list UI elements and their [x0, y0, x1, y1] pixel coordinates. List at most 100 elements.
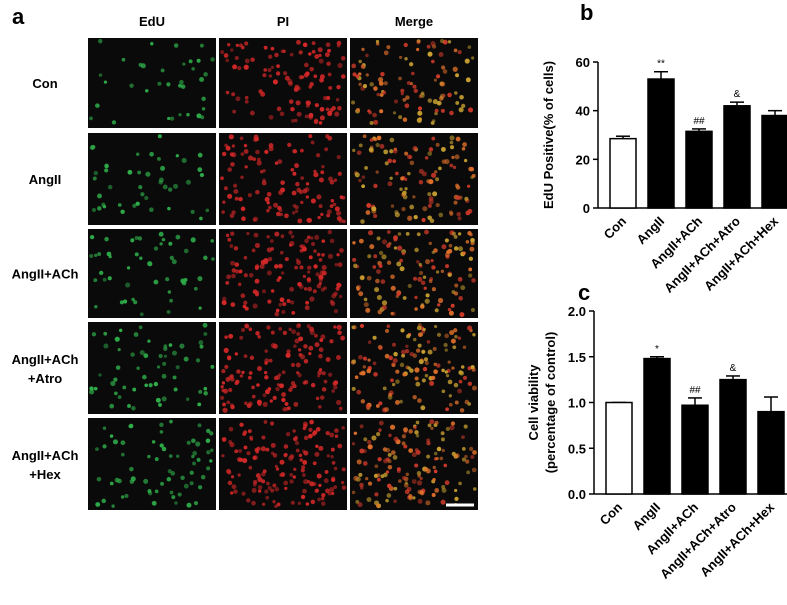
cell-dot: [469, 446, 474, 451]
bar: [681, 404, 709, 495]
cell-dot: [89, 253, 94, 259]
cell-dot: [240, 152, 245, 156]
cell-dot: [393, 436, 399, 442]
cell-dot: [445, 426, 450, 432]
cell-dot: [449, 135, 455, 141]
cell-dot: [383, 149, 389, 155]
cell-dot: [404, 177, 408, 181]
cell-dot: [117, 203, 122, 207]
cell-dot: [411, 479, 417, 484]
cell-dot: [280, 472, 286, 477]
cell-dot: [423, 357, 429, 362]
cell-dot: [196, 113, 202, 119]
cell-dot: [421, 217, 426, 223]
cell-dot: [296, 371, 300, 375]
cell-dot: [372, 265, 377, 269]
cell-dot: [366, 497, 372, 503]
cell-dot: [449, 163, 454, 168]
cell-dot: [274, 504, 278, 509]
cell-dot: [306, 479, 311, 484]
cell-dot: [336, 44, 341, 48]
cell-dot: [393, 99, 399, 104]
cell-dot: [441, 389, 446, 394]
cell-dot: [352, 148, 356, 153]
cell-dot: [455, 136, 461, 142]
cell-dot: [416, 40, 421, 45]
cell-dot: [264, 361, 269, 365]
cell-dot: [318, 445, 324, 451]
y-tick-label: 0.0: [568, 487, 586, 502]
cell-dot: [226, 274, 231, 280]
cell-dot: [316, 473, 322, 479]
cell-dot: [95, 447, 99, 452]
cell-dot: [281, 397, 286, 403]
cell-dot: [394, 400, 400, 405]
cell-dot: [356, 107, 361, 112]
cell-dot: [413, 214, 418, 220]
cell-dot: [364, 166, 368, 170]
cell-dot: [201, 107, 206, 111]
cell-dot: [448, 402, 453, 407]
cell-dot: [225, 90, 230, 95]
cell-dot: [99, 270, 104, 276]
cell-dot: [298, 453, 303, 458]
micrograph: [350, 229, 478, 318]
cell-dot: [375, 142, 380, 148]
y-tick-label: 0.5: [568, 441, 586, 456]
cell-dot: [365, 307, 371, 313]
cell-dot: [171, 495, 176, 500]
cell-dot: [304, 62, 309, 68]
cell-dot: [321, 164, 325, 169]
cell-dot: [338, 406, 343, 411]
cell-dot: [355, 74, 360, 79]
cell-dot: [249, 110, 255, 116]
cell-dot: [266, 325, 271, 330]
cell-dot: [274, 486, 280, 492]
cell-dot: [436, 446, 442, 452]
cell-dot: [417, 106, 423, 111]
cell-dot: [130, 476, 136, 482]
cell-dot: [351, 325, 355, 330]
cell-dot: [302, 488, 307, 494]
cell-dot: [441, 65, 446, 70]
cell-dot: [415, 348, 421, 353]
cell-dot: [302, 380, 307, 385]
cell-dot: [186, 440, 191, 445]
cell-dot: [313, 264, 318, 269]
cell-dot: [447, 307, 452, 312]
cell-dot: [461, 146, 466, 151]
cell-dot: [455, 183, 459, 188]
cell-dot: [441, 485, 446, 489]
cell-dot: [287, 142, 292, 147]
cell-dot: [376, 294, 382, 301]
cell-dot: [127, 404, 131, 408]
cell-dot: [185, 397, 190, 401]
cell-dot: [445, 264, 450, 269]
cell-dot: [327, 491, 332, 496]
x-tick-label: AngII: [634, 214, 668, 248]
cell-dot: [449, 145, 455, 150]
cell-dot: [309, 82, 314, 87]
cell-dot: [403, 444, 408, 449]
cell-dot: [203, 332, 208, 336]
cell-dot: [432, 99, 438, 105]
cell-dot: [321, 387, 327, 392]
cell-dot: [330, 491, 335, 496]
cell-dot: [244, 99, 249, 104]
cell-dot: [375, 278, 380, 284]
cell-dot: [239, 136, 244, 141]
cell-dot: [158, 354, 163, 359]
cell-dot: [438, 166, 442, 171]
cell-dot: [462, 142, 467, 147]
cell-dot: [161, 373, 167, 379]
cell-dot: [428, 147, 434, 152]
cell-dot: [109, 403, 115, 409]
bar: [757, 410, 785, 495]
cell-dot: [91, 332, 97, 337]
x-tick-label: Con: [597, 499, 626, 528]
cell-dot: [197, 485, 203, 490]
cell-dot: [451, 231, 457, 236]
cell-dot: [203, 386, 208, 391]
cell-dot: [404, 481, 409, 485]
cell-dot: [454, 91, 458, 95]
